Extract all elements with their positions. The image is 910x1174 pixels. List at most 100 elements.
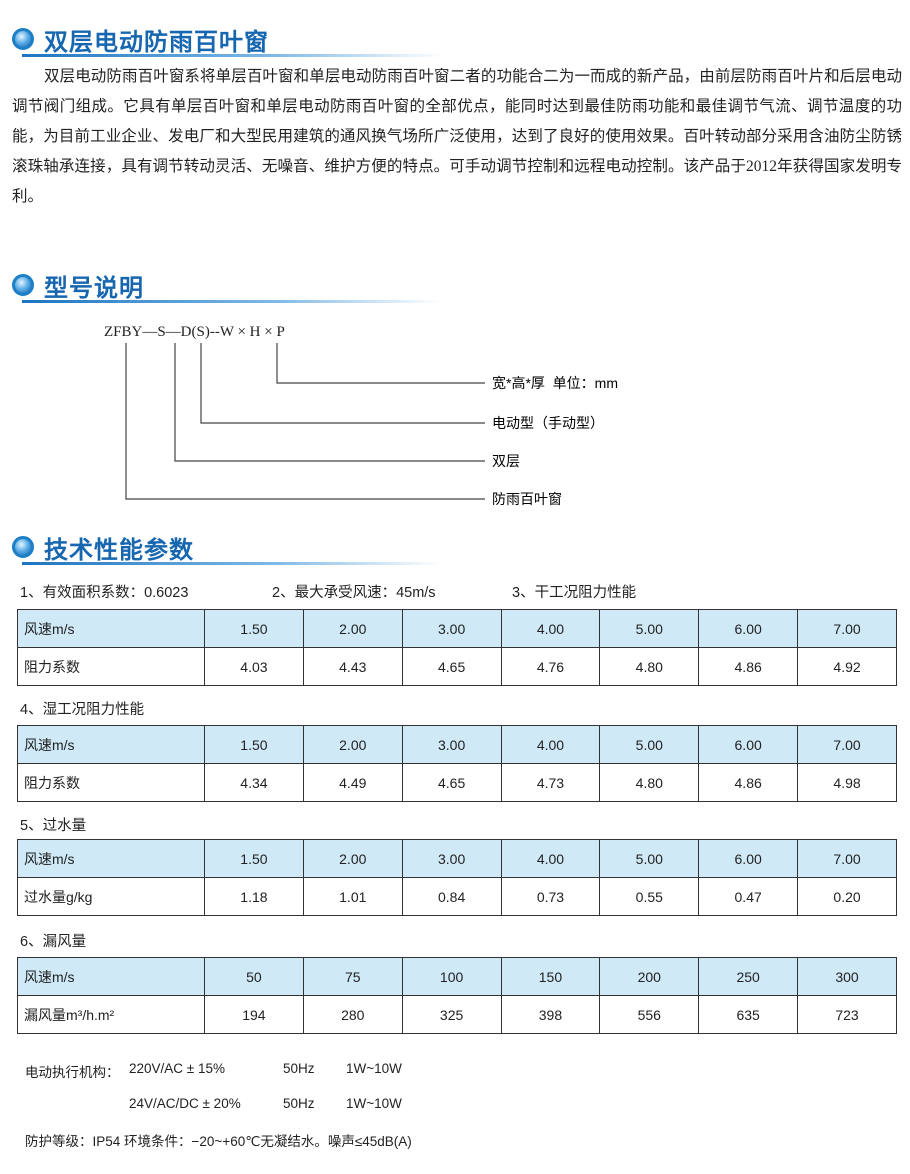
table-cell: 7.00 xyxy=(797,725,897,764)
table-cell: 398 xyxy=(500,995,601,1034)
label-louver: 防雨百叶窗 xyxy=(492,491,562,507)
table-row: 阻力系数 4.03 4.43 4.65 4.76 4.80 4.86 4.92 xyxy=(17,647,897,686)
divider xyxy=(22,562,442,565)
table-cell: 1.50 xyxy=(204,609,304,648)
table-row: 风速m/s 50 75 100 150 200 250 300 xyxy=(17,957,897,996)
row-header-cell: 过水量g/kg xyxy=(17,877,205,916)
table-cell: 325 xyxy=(401,995,502,1034)
table-row: 风速m/s 1.50 2.00 3.00 4.00 5.00 6.00 7.00 xyxy=(17,725,897,764)
table-cell: 0.20 xyxy=(797,877,897,916)
intro-paragraph: 双层电动防雨百叶窗系将单层百叶窗和单层电动防雨百叶窗二者的功能合二为一而成的新产… xyxy=(12,68,902,205)
wet-resistance-table: 风速m/s 1.50 2.00 3.00 4.00 5.00 6.00 7.00 阻力系数 4.3… xyxy=(17,725,897,802)
table-cell: 4.65 xyxy=(401,763,502,802)
table-cell: 6.00 xyxy=(698,609,799,648)
table-cell: 635 xyxy=(698,995,799,1034)
actuator-voltage-1: 220V/AC ± 15% xyxy=(129,1061,225,1076)
row-header-cell: 阻力系数 xyxy=(17,647,205,686)
row-header-cell: 漏风量m³/h.m² xyxy=(17,995,205,1034)
leader-line xyxy=(276,343,485,384)
table-cell: 4.86 xyxy=(698,763,799,802)
table-cell: 300 xyxy=(797,957,897,996)
spec-effective-area: 1、有效面积系数：0.6023 xyxy=(20,585,189,601)
actuator-voltage-2: 24V/AC/DC ± 20% xyxy=(129,1096,241,1111)
table-cell: 1.01 xyxy=(302,877,403,916)
spec-dry-resistance: 3、干工况阻力性能 xyxy=(512,585,637,601)
table-cell: 4.03 xyxy=(204,647,304,686)
table-cell: 556 xyxy=(599,995,700,1034)
table-cell: 2.00 xyxy=(302,609,403,648)
table-row: 过水量g/kg 1.18 1.01 0.84 0.73 0.55 0.47 0.20 xyxy=(17,877,897,916)
bullet-circle-icon xyxy=(12,28,34,50)
spec-wet-resistance: 4、湿工况阻力性能 xyxy=(20,702,145,718)
table-cell: 723 xyxy=(797,995,897,1034)
section-title: 型号说明 xyxy=(44,274,144,302)
row-header-cell: 风速m/s xyxy=(17,609,205,648)
actuator-frequency-1: 50Hz xyxy=(283,1061,315,1076)
table-row: 风速m/s 1.50 2.00 3.00 4.00 5.00 6.00 7.00 xyxy=(17,609,897,648)
divider xyxy=(22,300,442,303)
table-row: 阻力系数 4.34 4.49 4.65 4.73 4.80 4.86 4.98 xyxy=(17,763,897,802)
table-cell: 75 xyxy=(302,957,403,996)
leader-line xyxy=(174,343,485,462)
leader-line xyxy=(200,343,485,424)
table-cell: 250 xyxy=(698,957,799,996)
table-cell: 4.00 xyxy=(500,609,601,648)
table-cell: 3.00 xyxy=(401,725,502,764)
table-cell: 7.00 xyxy=(797,839,897,878)
air-leakage-table: 风速m/s 50 75 100 150 200 250 300 漏风量m³/h.m² 194 280… xyxy=(17,957,897,1034)
table-cell: 0.47 xyxy=(698,877,799,916)
table-cell: 194 xyxy=(204,995,304,1034)
spec-max-wind: 2、最大承受风速：45m/s xyxy=(272,585,436,601)
table-cell: 1.50 xyxy=(204,839,304,878)
table-cell: 0.84 xyxy=(401,877,502,916)
protection-conditions: 防护等级：IP54 环境条件：−20~+60℃无凝结水。噪声≤45dB(A) xyxy=(25,1134,412,1149)
table-cell: 4.92 xyxy=(797,647,897,686)
table-cell: 4.76 xyxy=(500,647,601,686)
table-row: 风速m/s 1.50 2.00 3.00 4.00 5.00 6.00 7.00 xyxy=(17,839,897,878)
row-header-cell: 风速m/s xyxy=(17,725,205,764)
row-header-cell: 风速m/s xyxy=(17,839,205,878)
actuator-power-2: 1W~10W xyxy=(346,1096,402,1111)
table-cell: 4.00 xyxy=(500,725,601,764)
section-heading-intro: 双层电动防雨百叶窗 xyxy=(12,20,442,57)
table-cell: 200 xyxy=(599,957,700,996)
dry-resistance-table: 风速m/s 1.50 2.00 3.00 4.00 5.00 6.00 7.00 阻力系数 4.0… xyxy=(17,609,897,686)
table-cell: 3.00 xyxy=(401,609,502,648)
label-drive-type: 电动型（手动型） xyxy=(492,415,604,431)
model-code-diagram: ZFBY—S—D(S)--W × H × P 宽*高*厚 单位：mm 电动型（手… xyxy=(104,324,618,507)
table-cell: 5.00 xyxy=(599,839,700,878)
section-title: 技术性能参数 xyxy=(44,536,194,564)
actuator-frequency-2: 50Hz xyxy=(283,1096,315,1111)
table-cell: 4.34 xyxy=(204,763,304,802)
bullet-circle-icon xyxy=(12,536,34,558)
table-cell: 4.80 xyxy=(599,763,700,802)
spec-air-leakage: 6、漏风量 xyxy=(20,934,87,950)
label-double-layer: 双层 xyxy=(492,453,520,469)
table-cell: 6.00 xyxy=(698,839,799,878)
divider xyxy=(22,54,442,57)
table-row: 漏风量m³/h.m² 194 280 325 398 556 635 723 xyxy=(17,995,897,1034)
table-cell: 50 xyxy=(204,957,304,996)
table-cell: 5.00 xyxy=(599,725,700,764)
table-cell: 2.00 xyxy=(302,839,403,878)
actuator-power-1: 1W~10W xyxy=(346,1061,402,1076)
table-cell: 3.00 xyxy=(401,839,502,878)
table-cell: 4.80 xyxy=(599,647,700,686)
label-dimensions: 宽*高*厚 单位：mm xyxy=(492,375,618,391)
section-heading-tech: 技术性能参数 xyxy=(12,528,442,565)
table-cell: 4.43 xyxy=(302,647,403,686)
table-cell: 4.49 xyxy=(302,763,403,802)
model-code: ZFBY—S—D(S)--W × H × P xyxy=(104,324,285,340)
table-cell: 0.73 xyxy=(500,877,601,916)
row-header-cell: 阻力系数 xyxy=(17,763,205,802)
table-cell: 4.65 xyxy=(401,647,502,686)
section-heading-model: 型号说明 xyxy=(12,266,442,303)
spec-water-carryover: 5、过水量 xyxy=(20,818,87,834)
table-cell: 2.00 xyxy=(302,725,403,764)
table-cell: 4.73 xyxy=(500,763,601,802)
table-cell: 5.00 xyxy=(599,609,700,648)
table-cell: 4.86 xyxy=(698,647,799,686)
table-cell: 6.00 xyxy=(698,725,799,764)
table-cell: 280 xyxy=(302,995,403,1034)
section-title: 双层电动防雨百叶窗 xyxy=(44,28,269,56)
